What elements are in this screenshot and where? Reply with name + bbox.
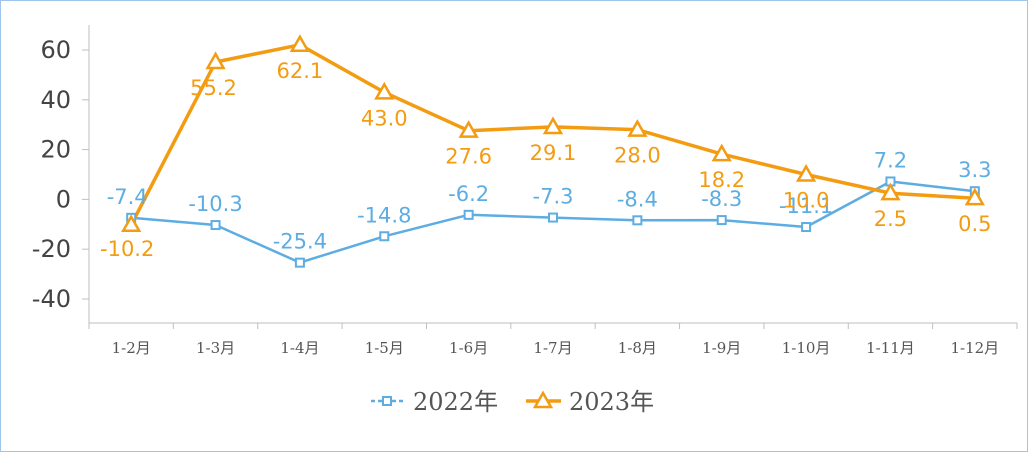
series-2022-point	[632, 215, 643, 226]
series-2023-data-label: 43.0	[361, 106, 408, 130]
series-2022-point	[379, 231, 390, 242]
series-2023-point	[711, 143, 732, 162]
series-2023-data-label: 0.5	[958, 212, 991, 236]
series-2022-data-label: -25.4	[273, 230, 327, 254]
series-2022-data-label: -10.3	[188, 192, 242, 216]
series-2023-data-label: 18.2	[698, 168, 745, 192]
series-2023-data-label: 62.1	[277, 59, 324, 83]
legend-2022-label: 2022年	[413, 388, 498, 416]
x-tick-label: 1-4月	[280, 339, 319, 357]
series-2023-point	[205, 51, 226, 70]
y-tick-label: 60	[40, 36, 71, 64]
series-2023-point	[795, 163, 817, 182]
series-2022-data-label: -8.4	[617, 187, 658, 211]
series-2023-point	[627, 119, 648, 137]
x-tick-label: 1-7月	[533, 339, 572, 357]
series-2022-data-label: -6.2	[448, 182, 489, 206]
series-2023-point	[458, 120, 479, 138]
x-tick-label: 1-10月	[782, 339, 831, 357]
series-2023-point	[542, 116, 564, 135]
y-tick-label: 20	[40, 136, 71, 164]
series-2023-data-label: -10.2	[100, 237, 154, 261]
legend-2022-swatch-marker	[382, 396, 392, 406]
y-tick-label: 40	[40, 86, 71, 114]
series-2023-data-label: 29.1	[530, 141, 577, 165]
series-2022-point	[801, 222, 812, 233]
series-2022-data-label: -11.1	[779, 194, 833, 218]
x-tick-label: 1-11月	[866, 339, 915, 357]
x-tick-label: 1-8月	[618, 339, 657, 357]
series-2022-point	[294, 257, 305, 268]
legend-2023-label: 2023年	[569, 388, 654, 416]
series-2022-point	[463, 209, 474, 220]
y-tick-label: -20	[32, 235, 71, 263]
series-2022-data-label: 7.2	[874, 148, 907, 172]
x-tick-label: 1-12月	[950, 339, 999, 357]
series-2023-data-label: 27.6	[445, 145, 492, 169]
series-2022-data-label: -7.3	[533, 185, 574, 209]
series-2022-data-label: 3.3	[958, 158, 991, 182]
series-2022-point	[210, 220, 221, 231]
series-2023-point	[374, 81, 395, 100]
series-2022-data-label: -7.4	[107, 185, 148, 209]
x-tick-label: 1-9月	[702, 339, 741, 357]
series-2023-point	[121, 214, 142, 233]
series-2022-point	[716, 215, 727, 226]
series-2023-data-label: 10.0	[783, 189, 830, 213]
series-2022-data-label: -8.3	[701, 187, 742, 211]
series-2022-point	[548, 212, 558, 223]
series-2023-data-label: 55.2	[190, 76, 237, 100]
series-2023-point	[880, 182, 901, 201]
series-2023-point	[964, 187, 985, 206]
x-tick-label: 1-3月	[196, 339, 235, 357]
legend-2023-swatch-marker	[532, 390, 554, 409]
y-tick-label: -40	[32, 285, 71, 313]
x-tick-label: 1-5月	[365, 339, 404, 357]
x-tick-label: 1-6月	[449, 339, 488, 357]
y-tick-label: 0	[56, 185, 71, 213]
series-2023-data-label: 28.0	[614, 144, 661, 168]
x-tick-label: 1-2月	[112, 339, 151, 357]
series-2023-data-label: 2.5	[874, 207, 907, 231]
series-2022-data-label: -14.8	[357, 203, 411, 227]
series-2023-point	[289, 34, 311, 53]
